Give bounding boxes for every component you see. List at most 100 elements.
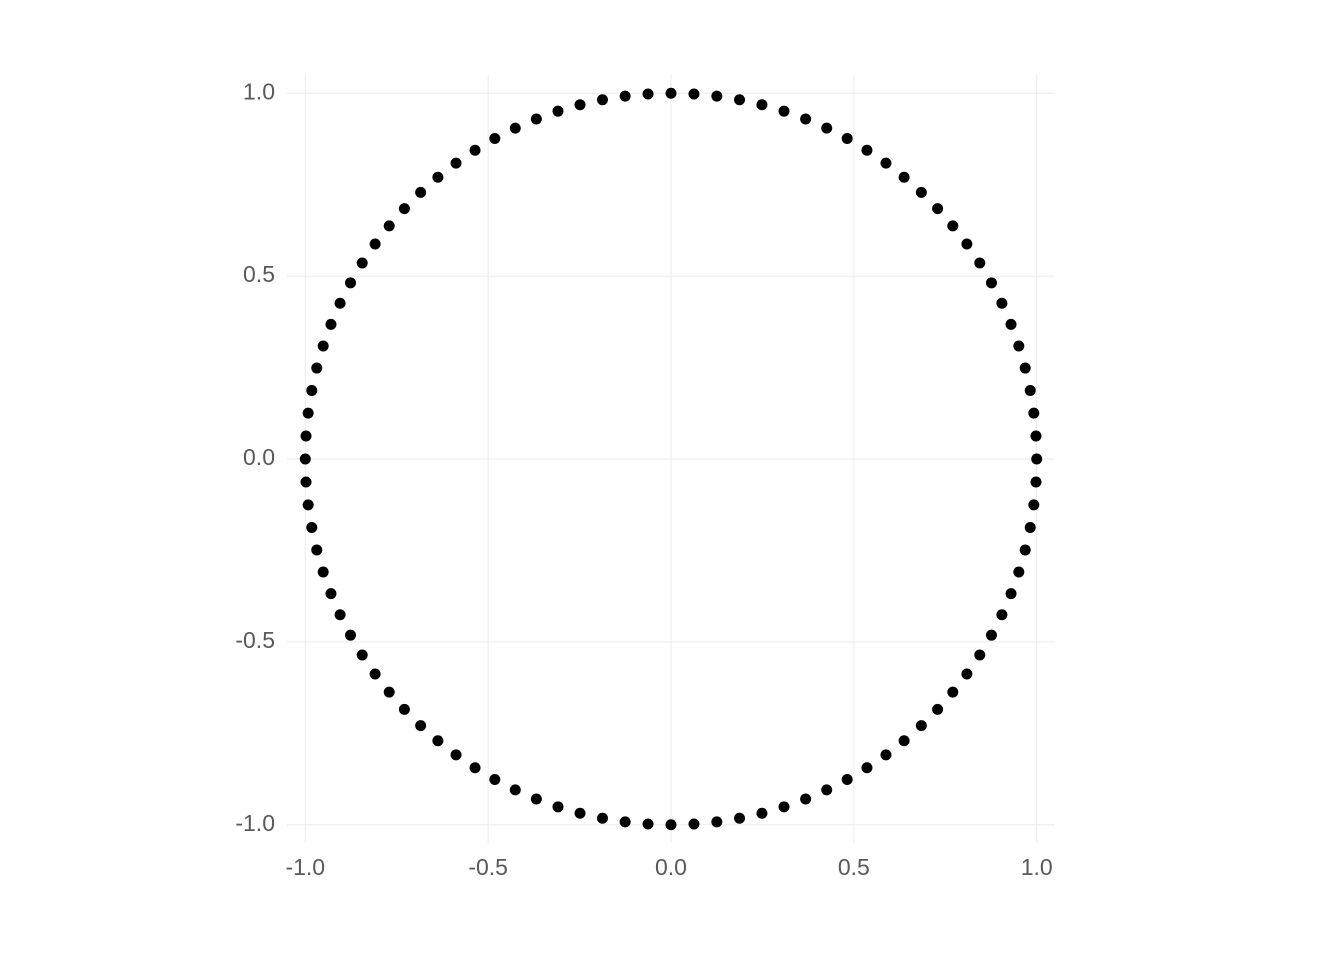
- data-point: [961, 239, 972, 250]
- scatter-chart: -1.0-0.50.00.51.0-1.0-0.50.00.51.0: [0, 0, 1344, 960]
- data-point: [821, 123, 832, 134]
- data-point: [734, 813, 745, 824]
- chart-container: -1.0-0.50.00.51.0-1.0-0.50.00.51.0: [0, 0, 1344, 960]
- data-point: [1006, 588, 1017, 599]
- data-point: [399, 203, 410, 214]
- data-point: [880, 158, 891, 169]
- data-point: [357, 258, 368, 269]
- data-point: [961, 668, 972, 679]
- data-point: [489, 133, 500, 144]
- x-tick-label: -1.0: [285, 854, 325, 880]
- data-point: [620, 816, 631, 827]
- data-point: [510, 123, 521, 134]
- data-point: [842, 774, 853, 785]
- data-point: [318, 340, 329, 351]
- data-point: [947, 220, 958, 231]
- data-point: [688, 89, 699, 100]
- data-point: [306, 522, 317, 533]
- x-tick-label: -0.5: [468, 854, 508, 880]
- data-point: [1013, 567, 1024, 578]
- data-point: [415, 187, 426, 198]
- data-point: [711, 816, 722, 827]
- data-point: [779, 801, 790, 812]
- data-point: [932, 203, 943, 214]
- data-point: [451, 749, 462, 760]
- data-point: [470, 145, 481, 156]
- data-point: [800, 113, 811, 124]
- data-point: [688, 818, 699, 829]
- data-point: [899, 735, 910, 746]
- data-point: [986, 277, 997, 288]
- data-point: [415, 720, 426, 731]
- data-point: [1031, 454, 1042, 465]
- data-point: [666, 88, 677, 99]
- data-point: [325, 588, 336, 599]
- data-point: [1030, 431, 1041, 442]
- data-point: [384, 220, 395, 231]
- plot-background: [0, 0, 1344, 960]
- data-point: [318, 567, 329, 578]
- data-point: [1028, 408, 1039, 419]
- y-tick-label: -1.0: [235, 810, 275, 836]
- data-point: [756, 808, 767, 819]
- y-tick-label: 1.0: [243, 78, 275, 104]
- data-point: [821, 784, 832, 795]
- data-point: [552, 801, 563, 812]
- data-point: [311, 363, 322, 374]
- data-point: [947, 687, 958, 698]
- data-point: [842, 133, 853, 144]
- data-point: [974, 649, 985, 660]
- data-point: [1020, 363, 1031, 374]
- data-point: [711, 91, 722, 102]
- data-point: [399, 704, 410, 715]
- data-point: [996, 609, 1007, 620]
- data-point: [986, 630, 997, 641]
- data-point: [370, 239, 381, 250]
- data-point: [1020, 544, 1031, 555]
- data-point: [357, 649, 368, 660]
- data-point: [531, 794, 542, 805]
- data-point: [643, 818, 654, 829]
- data-point: [800, 794, 811, 805]
- data-point: [575, 808, 586, 819]
- y-tick-label: -0.5: [235, 627, 275, 653]
- data-point: [335, 609, 346, 620]
- data-point: [779, 106, 790, 117]
- data-point: [932, 704, 943, 715]
- data-point: [451, 158, 462, 169]
- data-point: [345, 277, 356, 288]
- data-point: [1030, 476, 1041, 487]
- data-point: [552, 106, 563, 117]
- data-point: [756, 99, 767, 110]
- data-point: [899, 172, 910, 183]
- data-point: [300, 454, 311, 465]
- data-point: [575, 99, 586, 110]
- data-point: [325, 319, 336, 330]
- data-point: [370, 668, 381, 679]
- data-point: [303, 499, 314, 510]
- data-point: [1028, 499, 1039, 510]
- data-point: [311, 544, 322, 555]
- data-point: [303, 408, 314, 419]
- data-point: [880, 749, 891, 760]
- data-point: [1013, 340, 1024, 351]
- data-point: [335, 298, 346, 309]
- data-point: [734, 94, 745, 105]
- data-point: [301, 431, 312, 442]
- data-point: [301, 476, 312, 487]
- data-point: [384, 687, 395, 698]
- data-point: [861, 145, 872, 156]
- x-tick-label: 0.0: [655, 854, 687, 880]
- data-point: [666, 819, 677, 830]
- data-point: [1025, 385, 1036, 396]
- data-point: [643, 89, 654, 100]
- data-point: [432, 172, 443, 183]
- data-point: [597, 813, 608, 824]
- data-point: [531, 113, 542, 124]
- data-point: [470, 762, 481, 773]
- data-point: [306, 385, 317, 396]
- data-point: [1025, 522, 1036, 533]
- y-tick-label: 0.0: [243, 444, 275, 470]
- data-point: [345, 630, 356, 641]
- x-tick-label: 0.5: [838, 854, 870, 880]
